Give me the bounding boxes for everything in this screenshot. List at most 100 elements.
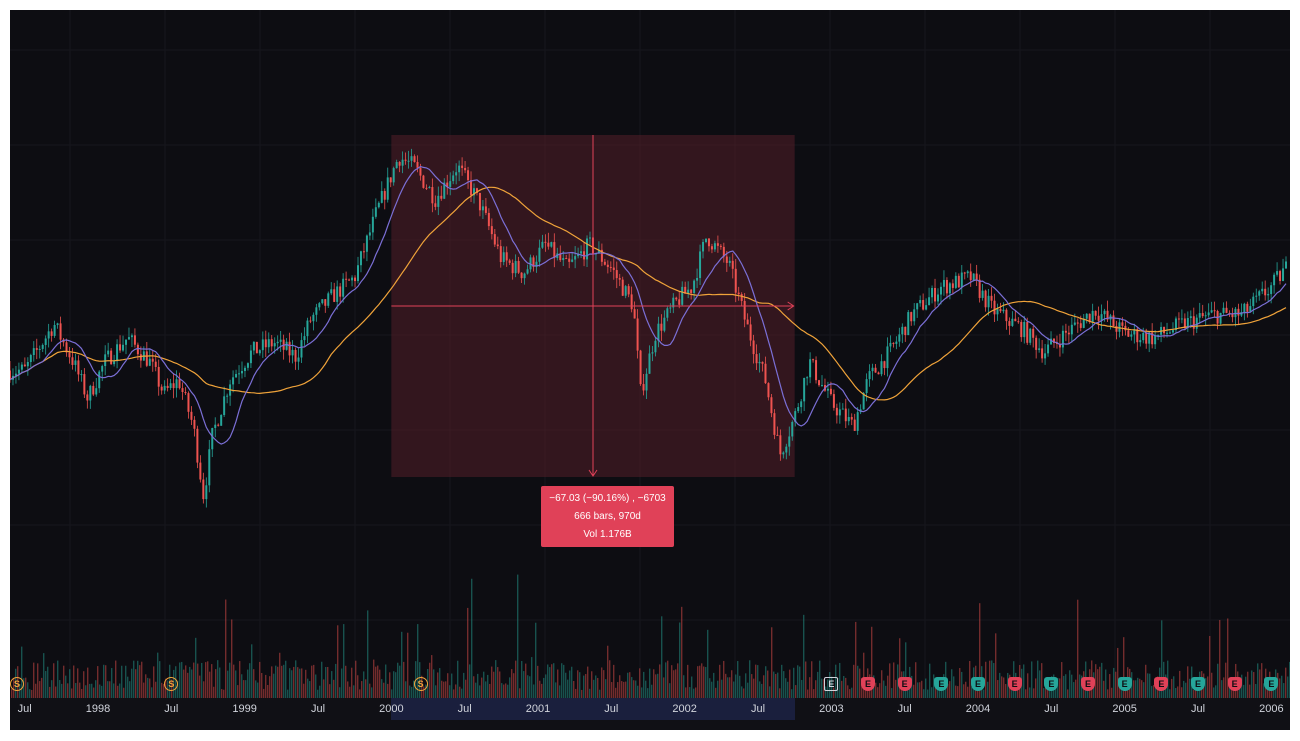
candle-body — [68, 352, 71, 358]
earnings-marker-icon[interactable]: E — [1007, 677, 1022, 691]
candle-body — [1038, 348, 1041, 350]
split-marker-icon[interactable]: S — [413, 677, 428, 691]
volume-bar — [1253, 672, 1255, 698]
volume-bar — [83, 671, 85, 698]
earnings-marker-icon[interactable]: E — [1227, 677, 1242, 691]
candle-body — [487, 212, 490, 227]
volume-bar — [243, 680, 245, 698]
time-axis[interactable]: Jul 1998 Jul 1999 Jul 2000 Jul 2001 Jul 2002 Jul 20… — [10, 698, 1290, 730]
volume-bar — [491, 666, 493, 698]
volume-bar — [225, 599, 227, 698]
candle-body — [17, 369, 20, 374]
volume-bar — [445, 681, 447, 698]
candle-body — [166, 385, 169, 388]
earnings-marker-icon[interactable]: E — [1191, 677, 1205, 691]
candle-body — [86, 394, 89, 401]
volume-bar — [1233, 689, 1235, 698]
candle-body — [871, 367, 874, 372]
earnings-marker-icon[interactable]: E — [1044, 677, 1059, 691]
candle-body — [133, 335, 136, 345]
volume-bar — [689, 687, 691, 698]
earnings-marker-icon[interactable]: E — [861, 677, 875, 691]
candle-body — [246, 363, 249, 368]
volume-bar — [1243, 684, 1245, 698]
candle-body — [401, 159, 404, 166]
split-marker-icon[interactable]: S — [10, 677, 24, 691]
candle-body — [309, 320, 312, 322]
candle-body — [371, 216, 374, 233]
candle-body — [467, 170, 470, 181]
volume-bar — [1187, 666, 1189, 698]
candle-body — [514, 260, 517, 274]
volume-bar — [187, 672, 189, 698]
candle-body — [473, 188, 475, 196]
measure-bars-text: 666 bars, 970d — [574, 511, 641, 522]
volume-bar — [1135, 680, 1137, 698]
split-marker-icon[interactable]: S — [164, 677, 179, 691]
volume-bar — [1151, 685, 1153, 698]
volume-bar — [127, 676, 129, 698]
candle-body — [264, 339, 267, 348]
volume-bar — [405, 681, 407, 698]
candle-body — [1285, 261, 1287, 269]
candle-body — [794, 411, 797, 422]
volume-bar — [813, 689, 815, 698]
volume-bar — [1197, 685, 1199, 698]
earnings-marker-icon[interactable]: E — [897, 677, 912, 691]
volume-bar — [573, 680, 575, 698]
volume-bar — [953, 676, 955, 698]
volume-bar — [795, 685, 797, 698]
candle-body — [618, 278, 621, 280]
candle-body — [1070, 324, 1073, 335]
earnings-marker-icon[interactable]: E — [1081, 677, 1095, 691]
volume-bar — [437, 672, 439, 698]
volume-bar — [75, 682, 77, 698]
earnings-marker-icon[interactable]: E — [824, 677, 839, 691]
earnings-marker-icon[interactable]: E — [934, 677, 949, 691]
volume-bar — [329, 684, 331, 698]
volume-bar — [1079, 674, 1081, 698]
volume-bar — [715, 687, 717, 698]
volume-bar — [273, 673, 275, 698]
volume-bar — [65, 675, 67, 698]
candle-body — [809, 359, 812, 378]
candle-body — [47, 331, 50, 339]
volume-bar — [1031, 661, 1033, 698]
candle-body — [1261, 288, 1264, 292]
earnings-marker-icon[interactable]: E — [1264, 677, 1279, 691]
earnings-marker-icon[interactable]: E — [1117, 677, 1132, 691]
volume-bar — [579, 672, 581, 698]
earnings-marker-icon[interactable]: E — [1154, 677, 1169, 691]
volume-bar — [595, 675, 597, 698]
volume-bar — [1029, 687, 1031, 698]
volume-bar — [367, 610, 369, 698]
candle-body — [1112, 315, 1115, 327]
volume-bar — [517, 574, 519, 698]
candle-body — [672, 297, 675, 308]
volume-bar — [775, 673, 777, 698]
candle-body — [377, 202, 380, 208]
volume-bar — [249, 663, 251, 698]
volume-bar — [557, 669, 559, 698]
candle-body — [850, 417, 853, 420]
volume-bar — [81, 688, 83, 698]
candle-body — [455, 172, 458, 176]
volume-bar — [815, 680, 817, 698]
volume-bar — [923, 689, 925, 698]
volume-bar — [1061, 662, 1063, 698]
volume-bar — [709, 678, 711, 698]
volume-bar — [577, 670, 579, 698]
chart-frame[interactable]: −67.03 (−90.16%) , −6703 666 bars, 970d … — [10, 10, 1290, 730]
measure-volume-text: Vol 1.176B — [583, 529, 632, 540]
volume-bar — [1001, 676, 1003, 698]
volume-bar — [1177, 686, 1179, 698]
volume-bar — [383, 682, 385, 698]
candle-body — [184, 392, 187, 394]
candle-body — [1047, 344, 1050, 354]
candle-body — [354, 277, 357, 282]
price-chart[interactable] — [10, 10, 1290, 730]
volume-bar — [1057, 677, 1059, 698]
volume-bar — [493, 671, 495, 698]
candle-body — [154, 361, 157, 367]
earnings-marker-icon[interactable]: E — [971, 677, 985, 691]
